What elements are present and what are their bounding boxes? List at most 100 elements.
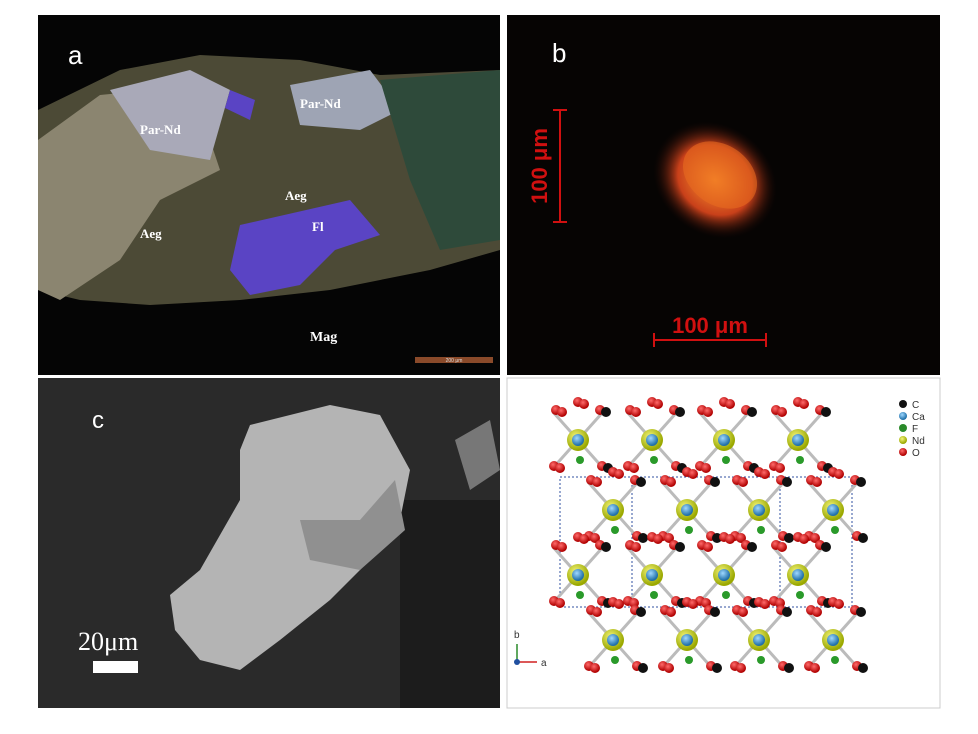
- atom: [784, 663, 794, 673]
- atom: [827, 634, 839, 646]
- atom: [601, 407, 611, 417]
- atom: [664, 533, 674, 543]
- annotation: Aeg: [285, 188, 307, 203]
- panel-label: a: [68, 40, 83, 70]
- atom: [681, 634, 693, 646]
- atom: [753, 504, 765, 516]
- atom: [576, 591, 584, 599]
- atom: [722, 591, 730, 599]
- legend-label: F: [912, 424, 918, 435]
- atom: [736, 533, 746, 543]
- atom: [590, 533, 600, 543]
- atom: [725, 399, 735, 409]
- atom: [579, 399, 589, 409]
- atom: [653, 534, 663, 544]
- atom: [638, 663, 648, 673]
- atom: [601, 542, 611, 552]
- atom: [856, 477, 866, 487]
- atom: [799, 399, 809, 409]
- atom: [810, 533, 820, 543]
- atom: [710, 607, 720, 617]
- atom: [631, 407, 641, 417]
- legend-swatch: [899, 424, 907, 432]
- atom: [792, 569, 804, 581]
- atom: [703, 542, 713, 552]
- atom: [796, 456, 804, 464]
- atom: [812, 607, 822, 617]
- atom: [646, 434, 658, 446]
- atom: [858, 533, 868, 543]
- atom: [614, 599, 624, 609]
- atom: [712, 663, 722, 673]
- atom: [653, 399, 663, 409]
- atom: [555, 598, 565, 608]
- atom: [701, 463, 711, 473]
- legend-swatch: [899, 400, 907, 408]
- atom: [555, 463, 565, 473]
- atom: [747, 407, 757, 417]
- atom: [614, 469, 624, 479]
- atom: [685, 656, 693, 664]
- atom: [827, 504, 839, 516]
- atom: [757, 526, 765, 534]
- atom: [858, 663, 868, 673]
- legend-swatch: [899, 448, 907, 456]
- atom: [777, 542, 787, 552]
- atom: [636, 607, 646, 617]
- atom: [592, 477, 602, 487]
- atom: [760, 469, 770, 479]
- atom: [736, 663, 746, 673]
- atom: [646, 569, 658, 581]
- annotation: Aeg: [140, 226, 162, 241]
- atom: [607, 504, 619, 516]
- atom: [650, 456, 658, 464]
- atom: [576, 456, 584, 464]
- atom: [572, 569, 584, 581]
- annotation: Mag: [310, 330, 337, 345]
- atom: [636, 477, 646, 487]
- panel-c: c 20μm: [38, 378, 500, 708]
- atom: [718, 569, 730, 581]
- atom: [685, 526, 693, 534]
- atom: [592, 607, 602, 617]
- atom: [784, 533, 794, 543]
- atom: [753, 634, 765, 646]
- legend-label: O: [912, 448, 920, 459]
- atom: [611, 656, 619, 664]
- atom: [810, 663, 820, 673]
- scale-bar-label: 200 μm: [446, 358, 463, 364]
- atom: [675, 542, 685, 552]
- annotation: Fl: [312, 219, 324, 234]
- atom: [775, 463, 785, 473]
- atom: [799, 534, 809, 544]
- atom: [834, 599, 844, 609]
- atom: [834, 469, 844, 479]
- atom: [782, 477, 792, 487]
- atom: [666, 477, 676, 487]
- atom: [718, 434, 730, 446]
- atom: [796, 591, 804, 599]
- atom: [747, 542, 757, 552]
- atom: [629, 463, 639, 473]
- legend-label: Nd: [912, 436, 925, 447]
- atom: [760, 599, 770, 609]
- atom: [738, 477, 748, 487]
- atom: [681, 504, 693, 516]
- scale-bar-label: 20μm: [78, 627, 138, 656]
- atom: [722, 456, 730, 464]
- legend-swatch: [899, 436, 907, 444]
- atom: [792, 434, 804, 446]
- atom: [688, 599, 698, 609]
- atom: [579, 534, 589, 544]
- legend-swatch: [899, 412, 907, 420]
- panel-label: b: [552, 38, 566, 68]
- axis-label: a: [541, 658, 547, 669]
- atom: [856, 607, 866, 617]
- panel-a: a Par-Nd Par-Nd Aeg Aeg Fl Mag 200 μm: [38, 15, 500, 375]
- atom: [631, 542, 641, 552]
- atom: [782, 607, 792, 617]
- atom: [738, 607, 748, 617]
